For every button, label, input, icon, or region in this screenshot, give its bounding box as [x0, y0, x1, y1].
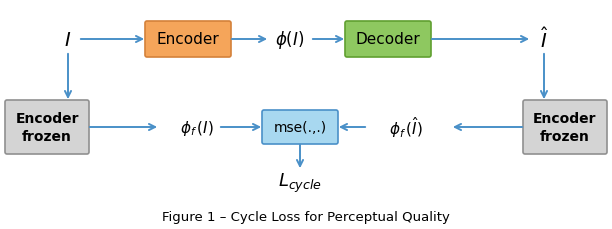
FancyBboxPatch shape: [145, 22, 231, 58]
Text: Figure 1 – Cycle Loss for Perceptual Quality: Figure 1 – Cycle Loss for Perceptual Qua…: [162, 211, 450, 224]
Text: $L_{cycle}$: $L_{cycle}$: [278, 171, 322, 194]
Text: $\hat{I}$: $\hat{I}$: [540, 27, 548, 52]
Text: Encoder
frozen: Encoder frozen: [15, 112, 79, 143]
Text: $\phi(I)$: $\phi(I)$: [275, 29, 305, 51]
Text: Encoder
frozen: Encoder frozen: [533, 112, 597, 143]
Text: Decoder: Decoder: [356, 32, 420, 47]
FancyBboxPatch shape: [262, 111, 338, 144]
FancyBboxPatch shape: [523, 101, 607, 154]
FancyBboxPatch shape: [345, 22, 431, 58]
Text: $\phi_f\,(I)$: $\phi_f\,(I)$: [180, 118, 214, 137]
Text: $I$: $I$: [64, 30, 72, 49]
FancyBboxPatch shape: [5, 101, 89, 154]
Text: $\phi_f\,(\hat{I})$: $\phi_f\,(\hat{I})$: [389, 115, 423, 140]
Text: mse(.,.): mse(.,.): [274, 120, 327, 134]
Text: Encoder: Encoder: [157, 32, 219, 47]
